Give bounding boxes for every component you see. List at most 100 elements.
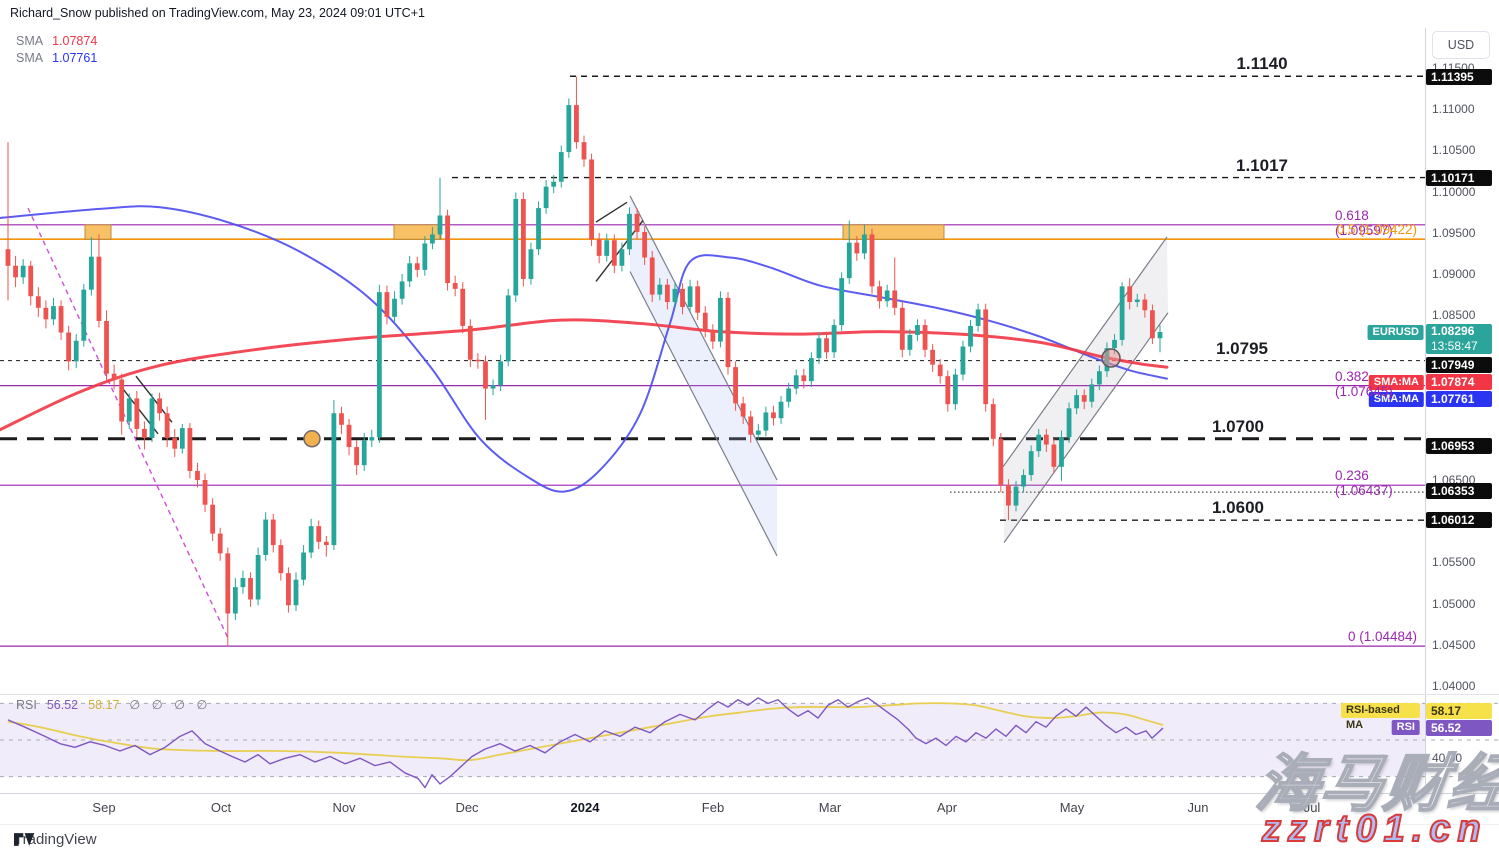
candle-body bbox=[1081, 395, 1087, 402]
candle-body bbox=[748, 416, 754, 435]
candle-body bbox=[361, 440, 367, 466]
time-axis-month[interactable]: Dec bbox=[455, 800, 479, 815]
candle-body bbox=[157, 398, 162, 414]
candle-body bbox=[1051, 444, 1057, 467]
time-axis-month[interactable]: 2024 bbox=[570, 800, 600, 815]
candle-body bbox=[134, 398, 140, 429]
tradingview-logo[interactable]: TradingView bbox=[14, 831, 97, 848]
apr-may-rising-channel-lower bbox=[1003, 312, 1169, 543]
candle-body bbox=[81, 289, 87, 341]
candle-body bbox=[369, 437, 375, 441]
candle-body bbox=[862, 234, 867, 254]
candle-body bbox=[316, 526, 322, 542]
price-tick: 1.11000 bbox=[1432, 102, 1475, 117]
candle-body bbox=[945, 376, 951, 405]
candle-body bbox=[399, 281, 405, 299]
rsi-ma-value-badge: 58.17 bbox=[1426, 703, 1492, 719]
price-tick: 1.09000 bbox=[1432, 267, 1476, 281]
candle-body bbox=[915, 325, 920, 335]
candle-body bbox=[43, 307, 49, 320]
candle-body bbox=[111, 373, 117, 380]
candle-body bbox=[437, 215, 443, 235]
candle-body bbox=[5, 249, 11, 266]
candle-body bbox=[604, 240, 610, 256]
candle-body bbox=[664, 284, 670, 303]
price-axis-divider[interactable] bbox=[1425, 28, 1426, 793]
fib-level-label: 0.236 (1.06437) bbox=[1335, 468, 1393, 499]
candle-body bbox=[695, 286, 701, 313]
candle-body bbox=[142, 428, 147, 438]
time-axis-month[interactable]: Sep bbox=[92, 800, 116, 815]
price-tick: 1.10000 bbox=[1432, 184, 1476, 199]
candle-body bbox=[240, 578, 246, 588]
candle-body bbox=[179, 428, 185, 449]
candle-body bbox=[498, 361, 504, 386]
candle-body bbox=[884, 290, 890, 302]
price-axis-badge: 1.07761 bbox=[1426, 391, 1492, 408]
event-circle-may bbox=[1101, 348, 1121, 368]
time-axis-month[interactable]: Feb bbox=[701, 800, 725, 815]
event-circle-nov bbox=[303, 430, 321, 448]
time-axis-divider[interactable] bbox=[0, 793, 1499, 794]
candle-body bbox=[384, 292, 390, 317]
candle-body bbox=[1150, 310, 1155, 339]
candle-body bbox=[225, 553, 231, 614]
candle-body bbox=[657, 284, 663, 295]
fib-anchor-line bbox=[27, 207, 229, 639]
sma-legend-row-2[interactable]: SMA 1.07761 bbox=[16, 51, 97, 65]
candle-body bbox=[460, 288, 466, 326]
hidden-values-icons: ∅ ∅ ∅ ∅ bbox=[129, 698, 212, 712]
candle-body bbox=[293, 579, 299, 606]
time-axis-month[interactable]: Apr bbox=[936, 800, 958, 815]
candle-body bbox=[1134, 299, 1140, 303]
candle-body bbox=[217, 533, 223, 554]
candle-body bbox=[1074, 395, 1080, 409]
time-axis-month[interactable]: Nov bbox=[332, 800, 356, 815]
candle-body bbox=[831, 325, 837, 353]
symbol-badge: EURUSD bbox=[1367, 325, 1424, 340]
candle-body bbox=[467, 325, 473, 360]
candle-body bbox=[490, 385, 496, 389]
candle-body bbox=[968, 325, 973, 347]
time-axis-month[interactable]: Jul bbox=[1303, 800, 1321, 815]
countdown-timer: 13:58:47 bbox=[1431, 339, 1478, 353]
candle-body bbox=[1119, 286, 1125, 340]
time-axis-month[interactable]: Jun bbox=[1187, 800, 1209, 815]
candle-body bbox=[778, 401, 784, 419]
tradingview-logo-text: TradingView bbox=[14, 831, 97, 848]
candle-body bbox=[581, 142, 587, 160]
price-tick: 1.09500 bbox=[1432, 225, 1476, 240]
key-level-label: 1.0795 bbox=[1216, 338, 1268, 358]
time-axis-month[interactable]: Mar bbox=[818, 800, 842, 815]
candle-body bbox=[520, 199, 526, 279]
candle-body bbox=[952, 374, 958, 405]
candle-body bbox=[596, 239, 602, 256]
sma_slow-line bbox=[0, 205, 1168, 493]
fib-level-label: 0.618 (1.09597) bbox=[1335, 207, 1393, 238]
candle-body bbox=[930, 349, 936, 365]
candle-body bbox=[1043, 434, 1049, 445]
time-axis-month[interactable]: May bbox=[1059, 800, 1085, 815]
sma-legend-row-1[interactable]: SMA 1.07874 bbox=[16, 34, 97, 48]
rsi-ma-name-badge: RSI-based MA bbox=[1341, 703, 1420, 731]
candle-body bbox=[854, 242, 860, 254]
candle-body bbox=[1089, 384, 1095, 402]
currency-toggle-button[interactable]: USD bbox=[1432, 31, 1490, 59]
candle-body bbox=[1112, 339, 1117, 349]
candle-body bbox=[960, 346, 966, 375]
pane-separator[interactable] bbox=[0, 694, 1499, 695]
candle-body bbox=[846, 242, 852, 279]
jan-wedge-upper bbox=[595, 201, 628, 223]
price-tick: 1.10500 bbox=[1432, 143, 1476, 158]
time-axis-month[interactable]: Oct bbox=[210, 800, 232, 815]
candle-body bbox=[649, 257, 655, 295]
candle-body bbox=[687, 286, 693, 307]
rsi-legend[interactable]: RSI 56.52 58.17 ∅ ∅ ∅ ∅ bbox=[16, 697, 212, 713]
candle-body bbox=[202, 480, 208, 505]
candle-body bbox=[839, 278, 845, 326]
candle-body bbox=[907, 334, 913, 350]
candle-body bbox=[308, 526, 314, 553]
